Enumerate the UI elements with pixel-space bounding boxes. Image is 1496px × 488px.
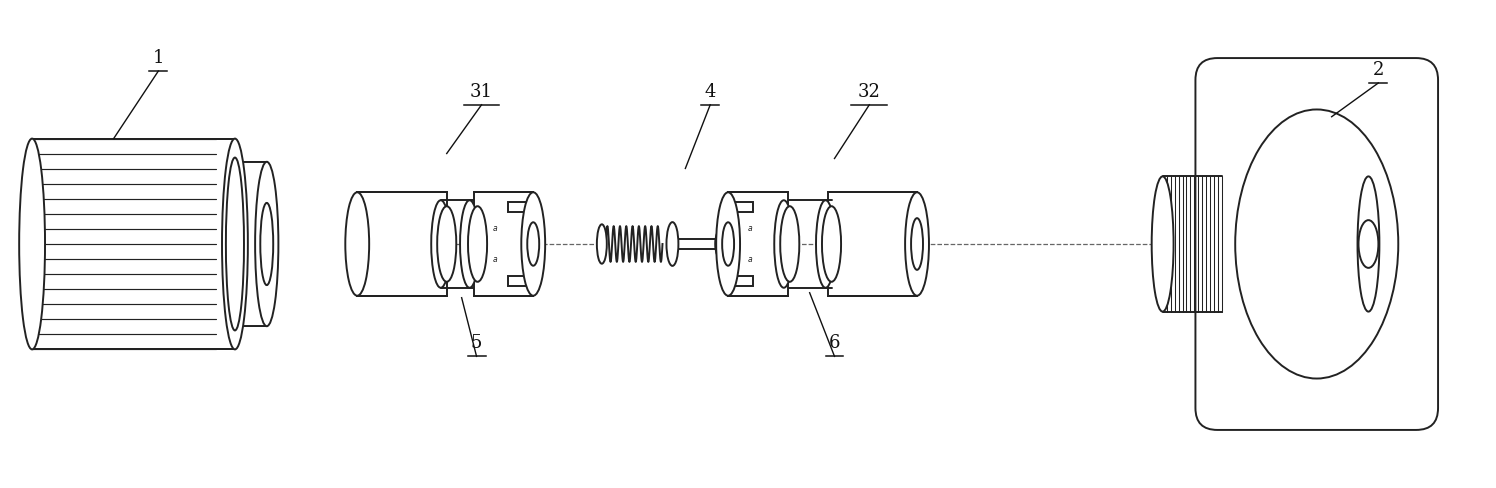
Ellipse shape — [260, 203, 274, 285]
Ellipse shape — [815, 200, 835, 288]
Text: a: a — [494, 255, 498, 264]
Ellipse shape — [1358, 220, 1378, 268]
Bar — [827, 192, 917, 296]
Ellipse shape — [781, 206, 799, 282]
Ellipse shape — [821, 206, 841, 282]
Bar — [31, 139, 235, 349]
Text: a: a — [748, 255, 752, 264]
Ellipse shape — [346, 192, 370, 296]
Text: 32: 32 — [857, 83, 881, 101]
Ellipse shape — [527, 223, 539, 265]
Ellipse shape — [521, 192, 545, 296]
Ellipse shape — [717, 192, 741, 296]
Text: 31: 31 — [470, 83, 494, 101]
Ellipse shape — [1152, 176, 1173, 312]
Ellipse shape — [468, 206, 488, 282]
Ellipse shape — [666, 222, 678, 266]
Bar — [729, 192, 788, 296]
Text: 2: 2 — [1373, 61, 1384, 79]
Ellipse shape — [911, 218, 923, 270]
Bar — [235, 162, 266, 326]
FancyBboxPatch shape — [1195, 58, 1438, 430]
Ellipse shape — [221, 139, 248, 349]
Bar — [474, 192, 533, 296]
Text: 4: 4 — [705, 83, 717, 101]
Ellipse shape — [775, 200, 793, 288]
Ellipse shape — [597, 224, 607, 264]
Bar — [729, 202, 752, 212]
Ellipse shape — [1236, 109, 1399, 379]
Text: a: a — [494, 224, 498, 233]
Bar — [358, 192, 447, 296]
Ellipse shape — [1357, 176, 1379, 312]
Ellipse shape — [461, 200, 479, 288]
Text: 5: 5 — [471, 334, 482, 352]
Ellipse shape — [19, 139, 45, 349]
Text: a: a — [748, 224, 752, 233]
Text: 6: 6 — [829, 334, 841, 352]
Bar — [509, 276, 533, 286]
Ellipse shape — [723, 223, 735, 265]
Text: 1: 1 — [153, 49, 165, 67]
Ellipse shape — [431, 200, 450, 288]
Ellipse shape — [226, 158, 244, 330]
Ellipse shape — [256, 162, 278, 326]
Bar — [729, 276, 752, 286]
Ellipse shape — [715, 228, 729, 260]
Ellipse shape — [905, 192, 929, 296]
Bar — [509, 202, 533, 212]
Ellipse shape — [437, 206, 456, 282]
